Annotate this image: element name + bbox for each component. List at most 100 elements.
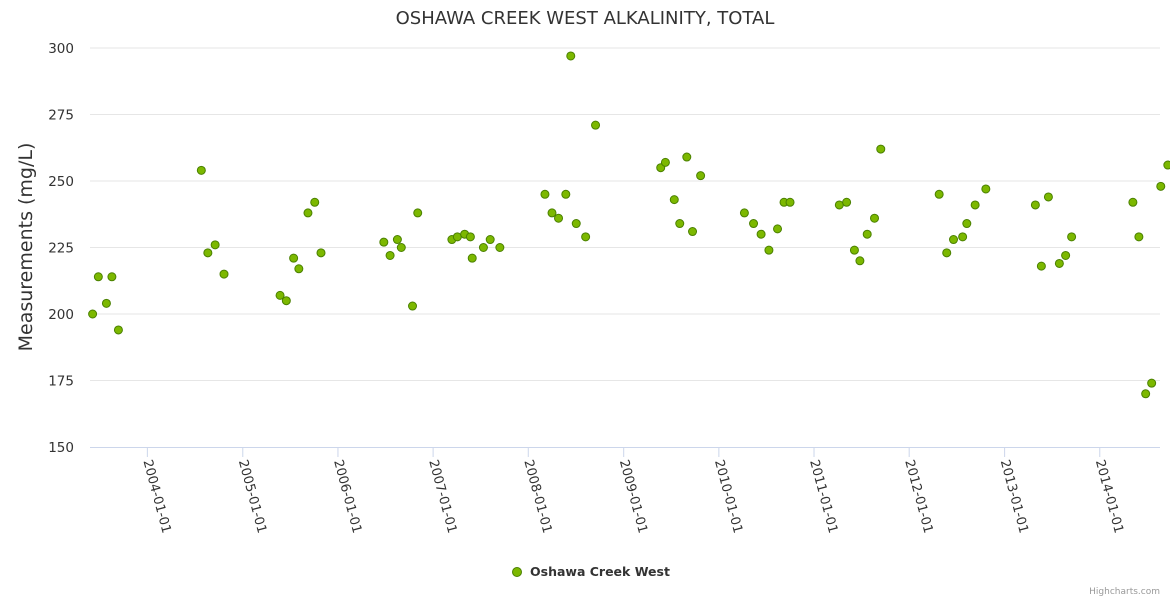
data-point[interactable]	[1067, 232, 1077, 242]
x-axis-ticks: 2004-01-01 2005-01-01 2006-01-01 2007-01-01…	[139, 447, 1126, 535]
data-point[interactable]	[749, 219, 759, 229]
data-point[interactable]	[113, 325, 123, 335]
grid-lines	[90, 47, 1160, 381]
x-tick-label-2004-01-01: 2004-01-01	[139, 458, 173, 535]
data-point[interactable]	[934, 189, 944, 199]
x-tick-label-2012-01-01: 2012-01-01	[901, 458, 935, 535]
data-point[interactable]	[876, 144, 886, 154]
data-point[interactable]	[1054, 258, 1064, 268]
data-point[interactable]	[396, 243, 406, 252]
data-point[interactable]	[275, 290, 285, 300]
data-point[interactable]	[756, 229, 766, 239]
data-point[interactable]	[385, 250, 395, 260]
data-point[interactable]	[785, 197, 795, 207]
y-tick-label-175: 175	[48, 374, 74, 390]
x-tick-label-2005-01-01: 2005-01-01	[235, 458, 269, 535]
data-point[interactable]	[379, 237, 389, 247]
data-point[interactable]	[1147, 378, 1157, 388]
data-point[interactable]	[392, 235, 402, 245]
data-point[interactable]	[303, 208, 313, 218]
chart-title: OSHAWA CREEK WEST ALKALINITY, TOTAL	[396, 8, 775, 29]
data-point[interactable]	[554, 213, 564, 223]
y-tick-label-150: 150	[48, 440, 74, 456]
data-point[interactable]	[949, 235, 959, 245]
data-point[interactable]	[571, 219, 581, 229]
data-point[interactable]	[196, 165, 206, 175]
data-point[interactable]	[210, 240, 220, 250]
data-point[interactable]	[219, 269, 229, 279]
y-axis-ticks: 150 175 200 225 250 275 300	[48, 41, 74, 456]
legend-item-oshawa-creek-west[interactable]: Oshawa Creek West	[530, 564, 670, 579]
data-point[interactable]	[981, 184, 991, 194]
x-tick-label-2014-01-01: 2014-01-01	[1092, 458, 1126, 535]
data-point[interactable]	[485, 235, 495, 245]
data-point[interactable]	[739, 208, 749, 218]
x-tick-label-2008-01-01: 2008-01-01	[520, 458, 554, 535]
data-point[interactable]	[1141, 389, 1151, 399]
data-point[interactable]	[467, 253, 477, 263]
data-point[interactable]	[88, 309, 98, 319]
credits-link[interactable]: Highcharts.com	[1089, 587, 1160, 597]
data-point[interactable]	[566, 51, 576, 61]
data-point[interactable]	[1134, 232, 1144, 242]
data-point[interactable]	[289, 253, 299, 263]
data-point[interactable]	[540, 189, 550, 199]
data-point[interactable]	[849, 245, 859, 255]
data-point[interactable]	[675, 219, 685, 229]
series-oshawa-creek-west[interactable]	[88, 51, 1170, 399]
data-point[interactable]	[203, 248, 213, 258]
legend[interactable]: Oshawa Creek West	[512, 564, 670, 579]
data-point[interactable]	[561, 189, 571, 199]
data-point[interactable]	[281, 296, 291, 306]
data-point[interactable]	[660, 157, 670, 167]
data-point[interactable]	[1036, 261, 1046, 271]
data-point[interactable]	[862, 229, 872, 239]
y-tick-label-225: 225	[48, 241, 74, 257]
data-point[interactable]	[1128, 197, 1138, 207]
data-point[interactable]	[316, 248, 326, 258]
data-point[interactable]	[764, 245, 774, 255]
data-point[interactable]	[834, 200, 844, 210]
data-point[interactable]	[855, 256, 865, 266]
data-point[interactable]	[465, 232, 475, 242]
data-point[interactable]	[773, 224, 783, 234]
data-point[interactable]	[478, 243, 488, 252]
legend-marker-icon	[512, 567, 522, 577]
y-axis-title: Measurements (mg/L)	[15, 143, 37, 352]
data-point[interactable]	[1156, 181, 1166, 191]
data-point[interactable]	[682, 152, 692, 162]
data-point[interactable]	[958, 232, 968, 242]
data-point[interactable]	[93, 272, 103, 282]
data-point[interactable]	[688, 227, 698, 237]
data-point[interactable]	[870, 213, 880, 223]
data-point[interactable]	[970, 200, 980, 210]
data-point[interactable]	[101, 298, 111, 308]
data-point[interactable]	[591, 120, 601, 130]
data-point[interactable]	[842, 197, 852, 207]
y-tick-label-275: 275	[48, 108, 74, 124]
data-point[interactable]	[310, 197, 320, 207]
y-tick-label-300: 300	[48, 41, 74, 57]
data-point[interactable]	[413, 208, 423, 218]
data-point[interactable]	[1030, 200, 1040, 210]
data-point[interactable]	[452, 232, 462, 242]
data-point[interactable]	[962, 219, 972, 229]
data-point[interactable]	[1043, 192, 1053, 202]
data-point[interactable]	[1061, 250, 1071, 260]
data-point[interactable]	[495, 243, 505, 252]
x-tick-label-2010-01-01: 2010-01-01	[711, 458, 745, 535]
x-tick-label-2013-01-01: 2013-01-01	[997, 458, 1031, 535]
data-point[interactable]	[1163, 160, 1170, 170]
data-point[interactable]	[547, 208, 557, 218]
x-tick-label-2009-01-01: 2009-01-01	[616, 458, 650, 535]
data-point[interactable]	[696, 171, 706, 181]
x-tick-label-2007-01-01: 2007-01-01	[425, 458, 459, 535]
data-point[interactable]	[294, 264, 304, 274]
data-point[interactable]	[669, 195, 679, 205]
x-tick-label-2006-01-01: 2006-01-01	[330, 458, 364, 535]
data-point[interactable]	[581, 232, 591, 242]
data-point[interactable]	[942, 248, 952, 258]
data-point[interactable]	[408, 301, 418, 311]
data-point[interactable]	[107, 272, 117, 282]
